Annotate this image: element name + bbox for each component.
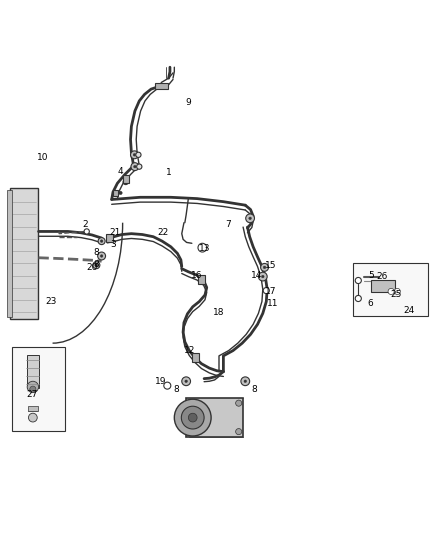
Text: 8: 8 [251,385,257,394]
Text: 23: 23 [45,297,57,306]
Text: 3: 3 [110,240,116,249]
Text: 9: 9 [185,98,191,107]
Circle shape [131,151,138,159]
Circle shape [98,238,105,245]
Text: 1: 1 [166,168,172,177]
Circle shape [236,400,242,406]
Circle shape [261,263,268,271]
Bar [28,406,38,411]
Text: 17: 17 [265,287,276,295]
FancyBboxPatch shape [12,347,65,431]
Bar [7,190,12,317]
Text: 25: 25 [391,290,402,300]
Bar [186,398,243,437]
Text: 24: 24 [403,306,414,315]
Circle shape [100,255,103,257]
Text: 8: 8 [173,385,179,394]
Text: 2: 2 [83,220,88,229]
Bar [198,275,205,285]
Circle shape [123,179,128,184]
Text: 21: 21 [109,228,120,237]
Text: 8: 8 [93,248,99,257]
Circle shape [30,386,36,392]
Circle shape [249,217,251,220]
Text: 8: 8 [93,260,99,269]
Circle shape [164,382,171,389]
Circle shape [388,288,394,295]
Bar [192,353,199,362]
Circle shape [181,406,204,429]
Circle shape [136,152,141,157]
Text: 5: 5 [368,271,374,280]
Circle shape [394,288,400,295]
Circle shape [246,214,254,223]
Text: 18: 18 [213,308,225,317]
Text: 14: 14 [251,271,262,280]
Circle shape [261,275,264,278]
Text: 22: 22 [158,228,169,237]
Circle shape [27,381,39,393]
Bar [113,190,118,196]
Circle shape [98,252,106,260]
Text: 27: 27 [27,390,38,399]
Circle shape [133,154,136,156]
Bar [10,188,39,319]
Circle shape [185,380,187,383]
Circle shape [95,264,98,266]
Circle shape [198,243,207,252]
Circle shape [134,165,136,168]
Text: 11: 11 [267,299,278,308]
Text: 6: 6 [367,299,373,308]
Circle shape [100,240,103,243]
Text: 13: 13 [199,244,211,253]
Text: 15: 15 [265,261,276,270]
FancyBboxPatch shape [353,263,428,316]
Circle shape [355,278,361,284]
Text: 26: 26 [377,272,388,281]
Bar [123,175,129,183]
Circle shape [258,272,267,281]
Bar [106,233,113,243]
Circle shape [244,380,247,383]
Circle shape [355,295,361,302]
Circle shape [241,377,250,386]
Circle shape [84,229,89,234]
Circle shape [174,399,211,436]
Text: 4: 4 [118,167,123,176]
Circle shape [182,377,191,386]
Bar [371,280,396,292]
Circle shape [236,429,242,435]
Circle shape [28,413,37,422]
Circle shape [131,163,139,171]
Text: 12: 12 [184,346,195,355]
Circle shape [263,266,266,269]
Bar [27,355,39,388]
Text: 7: 7 [225,220,231,229]
Bar [155,83,168,88]
Text: 20: 20 [86,263,98,272]
Circle shape [137,164,142,169]
Text: 19: 19 [155,377,167,386]
Text: 10: 10 [37,154,49,163]
Circle shape [263,287,269,294]
Circle shape [93,262,100,269]
Circle shape [119,191,122,195]
Text: 16: 16 [191,271,203,280]
Circle shape [188,413,197,422]
